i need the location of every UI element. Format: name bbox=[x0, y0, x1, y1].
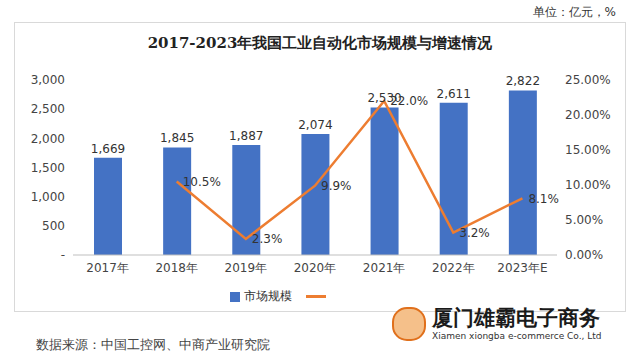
svg-text:25.00%: 25.00% bbox=[565, 73, 611, 87]
svg-text:2023年E: 2023年E bbox=[497, 261, 547, 275]
svg-text:2,500: 2,500 bbox=[31, 102, 65, 116]
svg-text:22.0%: 22.0% bbox=[390, 94, 428, 108]
svg-text:9.9%: 9.9% bbox=[321, 179, 352, 193]
html-text:数据来源：中国工控网、中商产业研究院: 数据来源：中国工控网、中商产业研究院 bbox=[36, 337, 270, 352]
html-text:2017-2023年我国工业自动化市场规模与增速情况: 2017-2023年我国工业自动化市场规模与增速情况 bbox=[147, 34, 493, 52]
html-text:Xiamen xiongba e-commerce Co.,: Xiamen xiongba e-commerce Co., Ltd bbox=[432, 331, 602, 341]
svg-text:-: - bbox=[61, 248, 65, 262]
svg-text:2,822: 2,822 bbox=[506, 74, 540, 88]
html-text:厦门雄霸电子商务: 厦门雄霸电子商务 bbox=[432, 306, 600, 330]
svg-text:2,611: 2,611 bbox=[437, 87, 471, 101]
svg-text:0.00%: 0.00% bbox=[565, 248, 603, 262]
svg-text:1,000: 1,000 bbox=[31, 190, 65, 204]
svg-text:2022年: 2022年 bbox=[432, 261, 475, 275]
svg-text:2,000: 2,000 bbox=[31, 132, 65, 146]
svg-text:1,500: 1,500 bbox=[31, 161, 65, 175]
svg-text:2021年: 2021年 bbox=[363, 261, 406, 275]
svg-text:3.2%: 3.2% bbox=[459, 226, 490, 240]
svg-text:1,669: 1,669 bbox=[91, 142, 125, 156]
svg-text:2017年: 2017年 bbox=[86, 261, 129, 275]
svg-text:10.00%: 10.00% bbox=[565, 178, 611, 192]
svg-text:2,530: 2,530 bbox=[367, 91, 402, 106]
svg-text:3,000: 3,000 bbox=[31, 73, 65, 87]
svg-text:2018年: 2018年 bbox=[155, 261, 198, 275]
svg-text:15.00%: 15.00% bbox=[565, 143, 611, 157]
svg-text:5.00%: 5.00% bbox=[565, 213, 603, 227]
svg-text:20.00%: 20.00% bbox=[565, 108, 611, 122]
svg-text:2019年: 2019年 bbox=[225, 261, 268, 275]
svg-text:8.1%: 8.1% bbox=[528, 192, 559, 206]
svg-text:2,074: 2,074 bbox=[298, 118, 332, 132]
svg-text:2020年: 2020年 bbox=[294, 261, 337, 275]
svg-text:10.5%: 10.5% bbox=[183, 175, 221, 189]
html-text:市场规模: 市场规模 bbox=[244, 289, 292, 303]
svg-text:2.3%: 2.3% bbox=[252, 232, 283, 246]
html-text:单位：亿元，%: 单位：亿元，% bbox=[532, 5, 616, 19]
svg-text:1,887: 1,887 bbox=[229, 129, 263, 143]
svg-text:500: 500 bbox=[42, 219, 65, 233]
svg-text:1,845: 1,845 bbox=[160, 131, 194, 145]
